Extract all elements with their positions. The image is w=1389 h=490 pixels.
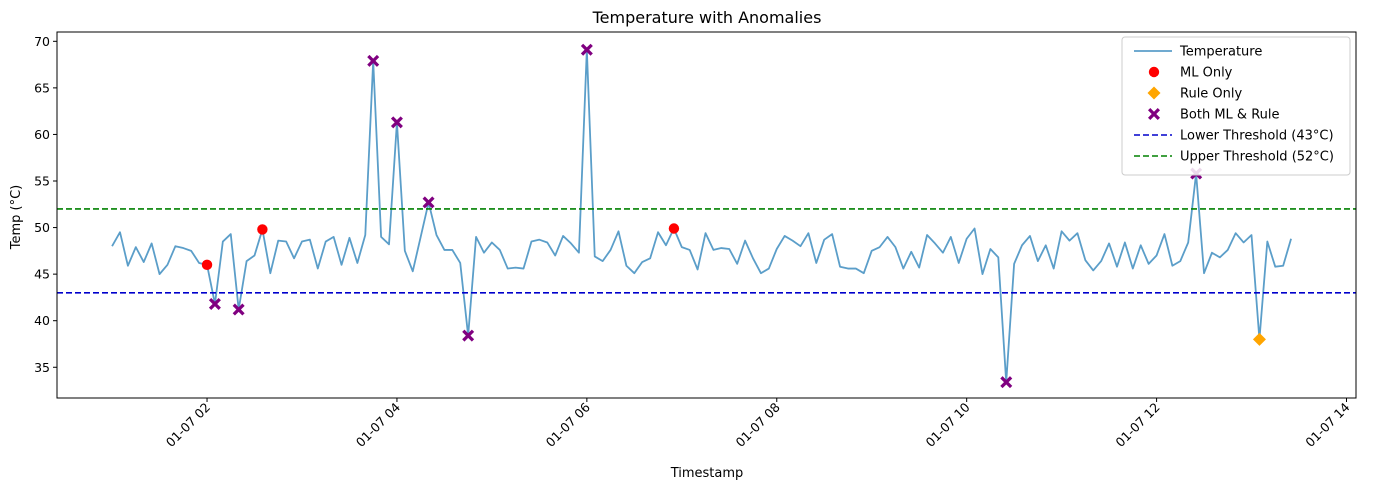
anomaly-point: [367, 54, 380, 67]
anomaly-point: [208, 297, 221, 310]
anomaly-point: [1252, 332, 1266, 346]
y-tick-label: 55: [34, 174, 50, 189]
y-tick-label: 65: [34, 80, 50, 95]
legend-label: Temperature: [1179, 45, 1262, 60]
x-tick-label: 01-07 10: [922, 399, 972, 449]
legend-label: Lower Threshold (43°C): [1180, 129, 1334, 144]
anomaly-point: [668, 223, 680, 234]
anomaly-point: [1000, 376, 1013, 389]
legend-label: Upper Threshold (52°C): [1180, 150, 1334, 165]
anomaly-point: [462, 329, 475, 342]
anomaly-point: [580, 43, 593, 56]
legend-swatch: [1148, 108, 1160, 120]
y-tick-label: 60: [34, 127, 50, 142]
legend-label: ML Only: [1180, 66, 1233, 81]
legend-label: Rule Only: [1180, 87, 1243, 102]
y-axis-label: Temp (°C): [9, 185, 24, 251]
x-tick-label: 01-07 08: [733, 399, 783, 449]
x-tick-label: 01-07 06: [543, 399, 593, 449]
anomaly-point: [390, 116, 403, 129]
y-tick-label: 40: [34, 313, 50, 328]
chart-title: Temperature with Anomalies: [592, 8, 822, 27]
anomaly-point: [422, 196, 435, 209]
temperature-series-line: [111, 48, 1292, 384]
y-tick-label: 70: [34, 34, 50, 49]
legend-swatch: [1148, 66, 1160, 78]
plot-frame: [56, 31, 1357, 399]
anomaly-point: [257, 224, 268, 235]
x-tick-label: 01-07 14: [1302, 399, 1352, 449]
legend-label: Both ML & Rule: [1180, 108, 1280, 123]
x-tick-label: 01-07 04: [353, 399, 403, 449]
x-axis-label: Timestamp: [670, 466, 744, 481]
x-tick-label: 01-07 12: [1112, 400, 1162, 450]
anomaly-point: [232, 303, 245, 316]
legend-swatch: [1147, 86, 1161, 100]
legend: Temperature ML Only Rule Only Both ML & Rul…: [1121, 36, 1351, 176]
y-tick-label: 35: [34, 360, 50, 375]
x-tick-label: 01-07 02: [163, 400, 213, 450]
y-tick-label: 45: [34, 267, 50, 282]
anomaly-point: [201, 259, 213, 271]
y-tick-label: 50: [34, 220, 50, 235]
legend-box: [1121, 36, 1351, 176]
